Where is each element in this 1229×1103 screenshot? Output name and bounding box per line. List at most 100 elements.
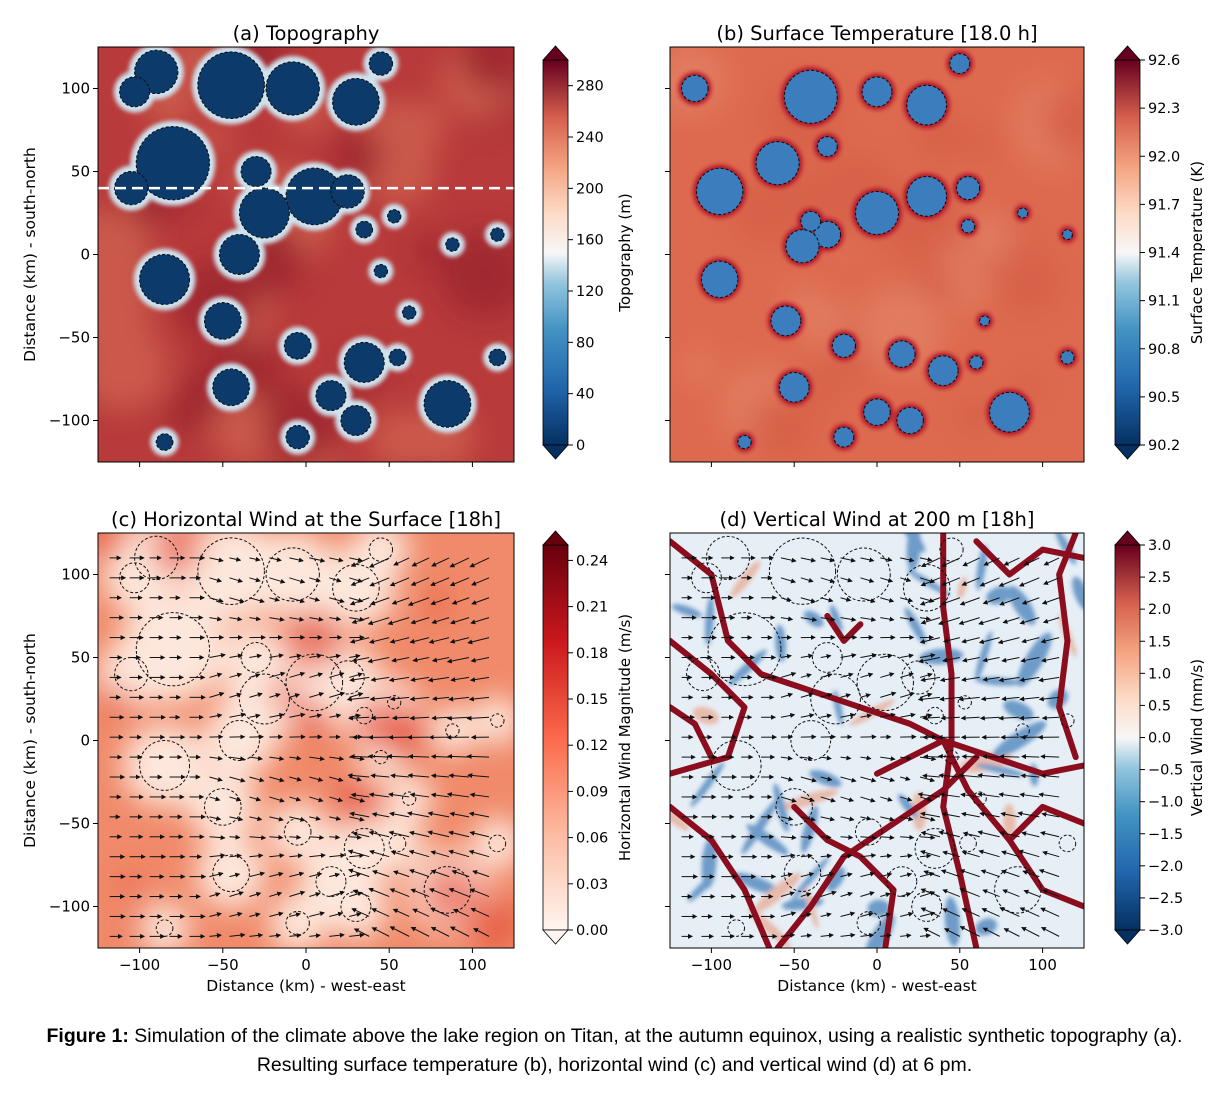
calm-region bbox=[429, 707, 476, 754]
wind-arrow bbox=[367, 657, 390, 664]
wind-arrow bbox=[309, 796, 324, 803]
lake-outline bbox=[911, 891, 943, 922]
wind-arrow bbox=[959, 926, 980, 937]
wind-arrow bbox=[309, 577, 321, 583]
wind-arrow bbox=[309, 713, 323, 719]
wind-arrow bbox=[959, 869, 980, 878]
wind-arrow bbox=[329, 816, 342, 821]
lake bbox=[681, 74, 709, 103]
wind-arrow bbox=[800, 816, 816, 822]
wind-arrow bbox=[249, 713, 261, 719]
wind-arrow bbox=[209, 853, 226, 859]
wind-arrow bbox=[349, 932, 365, 938]
wind-arrow bbox=[1019, 792, 1040, 798]
wind-arrow bbox=[309, 852, 326, 858]
wind-arrow bbox=[860, 616, 877, 622]
wind-arrow bbox=[1040, 754, 1060, 760]
lake-outline bbox=[218, 720, 260, 761]
wind-arrow bbox=[289, 871, 305, 878]
wind-arrow bbox=[938, 617, 960, 626]
wind-arrow bbox=[269, 891, 283, 898]
wind-arrow bbox=[352, 889, 370, 898]
wind-arrow bbox=[430, 773, 450, 779]
lake-outline bbox=[402, 791, 417, 806]
wind-arrow bbox=[900, 755, 912, 761]
wind-arrow bbox=[860, 932, 875, 938]
wind-arrow bbox=[900, 557, 915, 563]
wind-arrow bbox=[1042, 889, 1060, 898]
wind-arrow bbox=[880, 712, 896, 718]
lake bbox=[386, 209, 402, 224]
wind-arrow bbox=[900, 796, 913, 802]
wind-arrow bbox=[349, 653, 361, 659]
plot-area-a bbox=[98, 47, 514, 462]
terrain-patch bbox=[332, 129, 385, 182]
wind-arrow bbox=[820, 853, 833, 859]
wind-arrow bbox=[309, 653, 323, 659]
wind-arrow bbox=[840, 853, 853, 859]
colorbar-label: Surface Temperature (K) bbox=[1188, 161, 1206, 344]
wind-arrow bbox=[900, 933, 912, 939]
wind-arrow bbox=[469, 888, 490, 898]
wind-arrow bbox=[820, 871, 835, 878]
wind-arrow bbox=[431, 557, 450, 567]
wind-arrow bbox=[269, 816, 284, 822]
wind-arrow bbox=[780, 712, 796, 718]
wind-arrow bbox=[780, 653, 792, 659]
lake bbox=[315, 380, 347, 412]
wind-arrow bbox=[880, 912, 892, 918]
wind-arrow bbox=[961, 657, 980, 663]
wind-arrow bbox=[427, 676, 450, 683]
lake-outline bbox=[957, 695, 972, 710]
wind-arrow bbox=[999, 907, 1020, 917]
colorbar-tick-label: 240 bbox=[576, 130, 604, 146]
wind-arrow bbox=[447, 753, 470, 759]
wind-arrow bbox=[329, 932, 345, 938]
colorbar-extend-min bbox=[542, 929, 569, 945]
wind-arrow bbox=[1001, 850, 1020, 858]
wind-arrow bbox=[386, 753, 410, 759]
wind-arrow bbox=[880, 691, 897, 698]
wind-arrow bbox=[309, 596, 321, 602]
wind-arrow bbox=[470, 907, 490, 917]
wind-arrow bbox=[1019, 907, 1040, 917]
lake bbox=[368, 51, 394, 76]
lake bbox=[949, 53, 971, 75]
wind-arrow bbox=[800, 713, 815, 719]
wind-arrow bbox=[1023, 889, 1040, 898]
wind-arrow bbox=[960, 715, 980, 721]
lake bbox=[783, 69, 838, 124]
wind-arrow bbox=[1018, 849, 1040, 858]
wind-arrow bbox=[229, 796, 242, 802]
lake bbox=[831, 333, 857, 358]
wind-arrow bbox=[209, 835, 226, 841]
wind-arrow bbox=[800, 933, 813, 939]
windy-patch bbox=[421, 863, 481, 923]
wind-arrow bbox=[390, 773, 410, 779]
wind-arrow bbox=[1001, 696, 1020, 702]
wind-arrow bbox=[800, 912, 812, 918]
wind-arrow bbox=[800, 776, 817, 783]
wind-arrow bbox=[309, 835, 325, 840]
wind-arrow bbox=[880, 933, 892, 939]
figure-caption: Figure 1: Simulation of the climate abov… bbox=[20, 1022, 1209, 1080]
wind-arrow bbox=[958, 617, 980, 626]
wind-arrow bbox=[1038, 696, 1060, 702]
wind-arrow bbox=[269, 796, 285, 803]
wind-quiver bbox=[109, 555, 490, 939]
wind-arrow bbox=[430, 907, 450, 917]
wind-arrow bbox=[370, 715, 390, 721]
wind-arrow bbox=[410, 926, 430, 937]
temperature-patch bbox=[967, 126, 1002, 160]
wind-arrow bbox=[391, 657, 410, 663]
wind-arrow bbox=[860, 755, 872, 761]
wind-arrow bbox=[269, 834, 284, 840]
wind-arrow bbox=[407, 773, 430, 779]
wind-arrow bbox=[1021, 637, 1040, 644]
lake-outline bbox=[203, 788, 242, 826]
lake bbox=[197, 51, 265, 120]
wind-arrow bbox=[408, 849, 430, 858]
wind-arrow bbox=[269, 712, 285, 718]
wind-arrow bbox=[800, 853, 813, 859]
wind-arrow bbox=[958, 773, 980, 779]
